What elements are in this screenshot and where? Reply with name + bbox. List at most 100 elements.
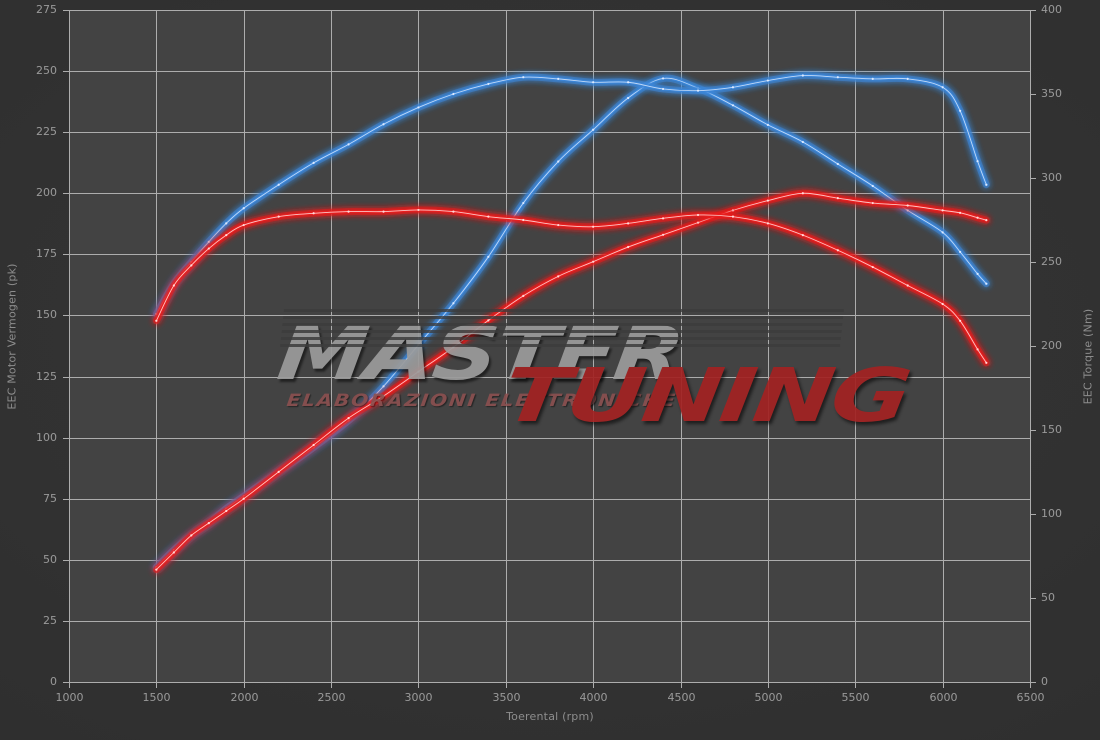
data-point-marker — [836, 197, 839, 200]
gridlines — [69, 10, 1031, 683]
y-tick-label-left: 0 — [50, 674, 57, 688]
data-point-marker — [871, 184, 874, 188]
data-point-marker — [592, 81, 595, 84]
data-point-marker — [172, 551, 175, 554]
data-point-marker — [487, 215, 490, 218]
data-point-marker — [871, 265, 874, 269]
data-point-marker — [452, 346, 455, 349]
data-point-marker — [592, 260, 595, 263]
data-point-marker — [959, 211, 962, 214]
x-tick-label: 5000 — [754, 691, 783, 704]
data-point-marker — [382, 385, 385, 388]
data-point-marker — [941, 86, 944, 89]
data-point-marker — [696, 213, 700, 217]
plot-background — [69, 10, 1030, 682]
data-point-marker — [696, 89, 700, 92]
data-point-marker — [382, 394, 385, 398]
data-point-marker — [277, 470, 280, 473]
data-point-marker — [592, 225, 595, 228]
data-point-marker — [277, 183, 280, 186]
data-point-marker — [801, 192, 804, 195]
data-point-marker — [766, 199, 770, 202]
series-3 — [152, 206, 990, 367]
x-tick-label: 2500 — [317, 691, 346, 704]
data-point-marker — [242, 207, 245, 210]
data-point-marker — [207, 240, 210, 243]
data-point-marker — [382, 210, 385, 213]
y-tick-label-left: 175 — [36, 246, 57, 260]
data-point-marker — [801, 234, 804, 237]
data-point-marker — [985, 361, 988, 364]
data-point-marker — [557, 223, 560, 227]
data-point-marker — [225, 234, 228, 237]
y-tick-label-left: 25 — [43, 613, 57, 627]
data-point-marker — [172, 284, 175, 287]
data-point-marker — [225, 509, 228, 513]
data-point-marker — [661, 87, 665, 91]
data-point-marker — [906, 204, 909, 207]
data-point-marker — [836, 249, 839, 252]
y-tick-label-right: 0 — [1041, 674, 1048, 688]
data-point-marker — [731, 209, 735, 212]
x-tick-label: 5500 — [841, 691, 870, 704]
y-tick-label-right: 150 — [1041, 422, 1062, 436]
data-point-marker — [985, 219, 988, 222]
data-point-marker — [417, 208, 420, 212]
series-lines — [152, 71, 990, 574]
data-point-marker — [155, 319, 158, 322]
data-point-marker — [522, 294, 525, 298]
data-point-marker — [312, 212, 315, 215]
data-point-marker — [941, 302, 944, 306]
data-point-marker — [487, 82, 490, 86]
data-point-marker — [557, 275, 560, 278]
y-tick-label-left: 250 — [36, 63, 57, 77]
y-tick-label-right: 250 — [1041, 254, 1062, 268]
data-point-marker — [417, 370, 420, 373]
data-point-marker — [976, 348, 979, 351]
data-point-marker — [696, 221, 700, 224]
data-point-marker — [731, 104, 735, 107]
x-tick-label: 3500 — [492, 691, 521, 704]
data-point-marker — [487, 319, 490, 322]
data-point-marker — [766, 123, 770, 126]
y-tick-label-right: 200 — [1041, 338, 1062, 352]
data-point-marker — [906, 209, 909, 212]
y-tick-label-left: 275 — [36, 2, 57, 16]
data-point-marker — [155, 568, 158, 571]
data-point-marker — [382, 123, 385, 126]
data-point-marker — [801, 74, 804, 77]
data-point-marker — [766, 79, 770, 82]
data-point-marker — [941, 209, 944, 212]
data-point-marker — [627, 81, 630, 84]
y-tick-label-left: 75 — [43, 491, 57, 505]
x-tick-label: 3000 — [404, 691, 433, 704]
x-tick-label: 2000 — [230, 691, 259, 704]
data-point-marker — [836, 76, 839, 79]
data-point-marker — [522, 201, 525, 205]
y-tick-label-right: 400 — [1041, 2, 1062, 16]
data-point-marker — [277, 215, 280, 218]
data-point-marker — [661, 233, 665, 236]
data-point-marker — [557, 77, 560, 80]
data-point-marker — [487, 255, 490, 258]
data-point-marker — [906, 284, 909, 287]
data-point-marker — [225, 222, 228, 225]
data-point-marker — [959, 109, 962, 112]
data-point-marker — [347, 210, 350, 213]
series-1 — [152, 71, 990, 318]
data-point-marker — [312, 443, 315, 447]
data-point-marker — [522, 218, 525, 222]
x-tick-label: 4500 — [667, 691, 696, 704]
y-tick-label-right: 100 — [1041, 506, 1062, 520]
data-point-marker — [207, 247, 210, 250]
y-tick-label-left: 225 — [36, 124, 57, 138]
x-tick-label: 6000 — [929, 691, 958, 704]
x-tick-label: 4000 — [579, 691, 608, 704]
data-point-marker — [347, 143, 350, 146]
data-point-marker — [417, 106, 420, 109]
data-point-marker — [627, 245, 630, 249]
data-point-marker — [661, 217, 665, 220]
y-tick-label-left: 125 — [36, 369, 57, 383]
data-point-marker — [801, 140, 804, 144]
x-tick-label: 6500 — [1016, 691, 1045, 704]
